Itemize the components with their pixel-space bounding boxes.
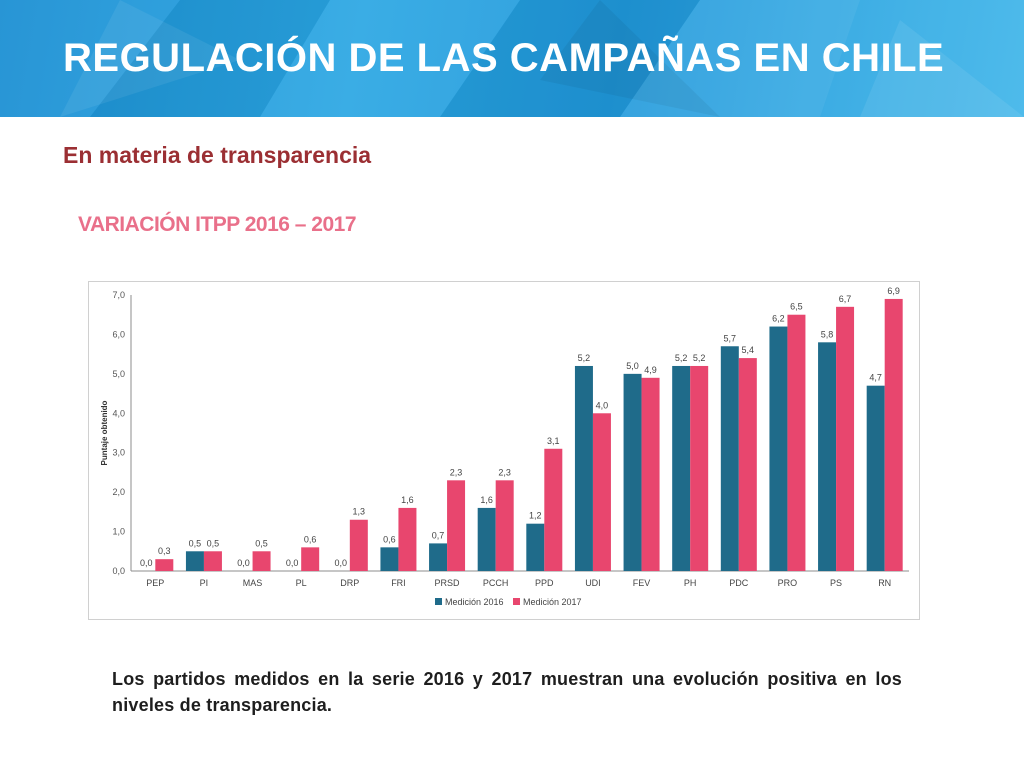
x-tick-label: FEV [633,578,651,588]
y-tick-label: 1,0 [112,527,125,537]
data-label-pdc-2017: 5,4 [742,345,755,355]
y-tick-label: 0,0 [112,566,125,576]
bar-ps-2016 [818,342,837,571]
bar-fev-2017 [641,377,660,571]
bar-pep-2017 [155,559,174,571]
data-label-drp-2017: 1,3 [353,507,366,517]
bar-ppd-2016 [526,523,545,571]
data-label-pro-2016: 6,2 [772,314,785,324]
bar-fri-2017 [398,507,417,571]
data-label-udi-2016: 5,2 [578,353,591,363]
bar-pcch-2017 [495,480,514,571]
y-tick-label: 2,0 [112,487,125,497]
legend-swatch-2016 [435,598,442,605]
x-tick-label: PPD [535,578,554,588]
y-tick-label: 6,0 [112,329,125,339]
x-tick-label: PH [684,578,697,588]
bar-mas-2017 [252,551,271,571]
bar-prsd-2016 [429,543,448,571]
data-label-fev-2017: 4,9 [644,365,657,375]
bar-udi-2017 [592,413,611,571]
bar-ps-2017 [836,306,855,571]
y-tick-label: 4,0 [112,408,125,418]
y-tick-label: 3,0 [112,448,125,458]
data-label-mas-2017: 0,5 [255,538,268,548]
x-tick-label: PEP [146,578,164,588]
header-banner: REGULACIÓN DE LAS CAMPAÑAS EN CHILE [0,0,1024,117]
data-label-ps-2016: 5,8 [821,329,834,339]
data-label-prsd-2016: 0,7 [432,530,445,540]
section-subtitle: En materia de transparencia [63,142,372,168]
data-label-pl-2016: 0,0 [286,558,299,568]
data-label-drp-2016: 0,0 [335,558,348,568]
bar-pl-2017 [301,547,320,571]
legend-label-2016: Medición 2016 [445,597,504,607]
data-label-pdc-2016: 5,7 [724,333,737,343]
bar-ph-2017 [690,365,709,571]
bar-fev-2016 [623,373,642,571]
x-tick-label: FRI [391,578,406,588]
x-tick-label: UDI [585,578,601,588]
page-title: REGULACIÓN DE LAS CAMPAÑAS EN CHILE [63,36,945,80]
data-label-pcch-2017: 2,3 [498,467,511,477]
bar-pdc-2016 [720,346,739,571]
data-label-ppd-2017: 3,1 [547,436,560,446]
x-tick-label: PDC [729,578,749,588]
bar-drp-2017 [349,519,368,571]
data-label-rn-2016: 4,7 [869,373,882,383]
x-tick-label: MAS [243,578,263,588]
bar-ppd-2017 [544,448,563,571]
x-tick-label: PS [830,578,842,588]
data-label-ph-2016: 5,2 [675,353,688,363]
data-label-ps-2017: 6,7 [839,294,852,304]
x-tick-label: PI [200,578,209,588]
y-tick-label: 5,0 [112,369,125,379]
bar-udi-2016 [574,365,593,571]
bar-chart-svg: 0,0 1,0 2,0 3,0 4,0 5,0 6,0 7,0 Puntaje obtenido… [100,286,909,607]
data-label-fev-2016: 5,0 [626,361,639,371]
data-label-pi-2017: 0,5 [207,538,220,548]
legend-label-2017: Medición 2017 [523,597,582,607]
y-axis-label: Puntaje obtenido [100,400,109,465]
bar-pro-2017 [787,314,806,571]
x-tick-label: RN [878,578,891,588]
caption-text: Los partidos medidos en la serie 2016 y … [112,669,902,715]
bar-rn-2017 [884,298,903,571]
data-label-rn-2017: 6,9 [887,286,900,296]
data-label-udi-2017: 4,0 [596,400,609,410]
x-tick-label: PL [296,578,307,588]
data-label-fri-2016: 0,6 [383,534,396,544]
bar-chart: 0,0 1,0 2,0 3,0 4,0 5,0 6,0 7,0 Puntaje obtenido… [88,281,920,620]
data-label-prsd-2017: 2,3 [450,467,463,477]
data-label-pcch-2016: 1,6 [480,495,493,505]
bar-pi-2017 [203,551,222,571]
bar-pcch-2016 [477,507,496,571]
bar-fri-2016 [380,547,399,571]
data-label-pl-2017: 0,6 [304,534,317,544]
x-tick-label: PRO [778,578,798,588]
data-label-pep-2016: 0,0 [140,558,153,568]
x-tick-label: PCCH [483,578,509,588]
banner-background [0,0,1024,117]
data-label-ph-2017: 5,2 [693,353,706,363]
data-label-pep-2017: 0,3 [158,546,171,556]
data-label-fri-2017: 1,6 [401,495,414,505]
legend-swatch-2017 [513,598,520,605]
chart-title: VARIACIÓN ITPP 2016 – 2017 [78,213,357,236]
bar-rn-2016 [866,385,885,571]
y-tick-label: 7,0 [112,290,125,300]
data-label-mas-2016: 0,0 [237,558,250,568]
bar-pi-2016 [185,551,204,571]
bar-ph-2016 [672,365,691,571]
bar-pdc-2017 [738,358,757,571]
data-label-pi-2016: 0,5 [189,538,202,548]
bar-pro-2016 [769,326,788,571]
x-tick-label: DRP [340,578,359,588]
data-label-ppd-2016: 1,2 [529,511,542,521]
x-tick-label: PRSD [435,578,461,588]
bar-prsd-2017 [447,480,466,571]
data-label-pro-2017: 6,5 [790,302,803,312]
